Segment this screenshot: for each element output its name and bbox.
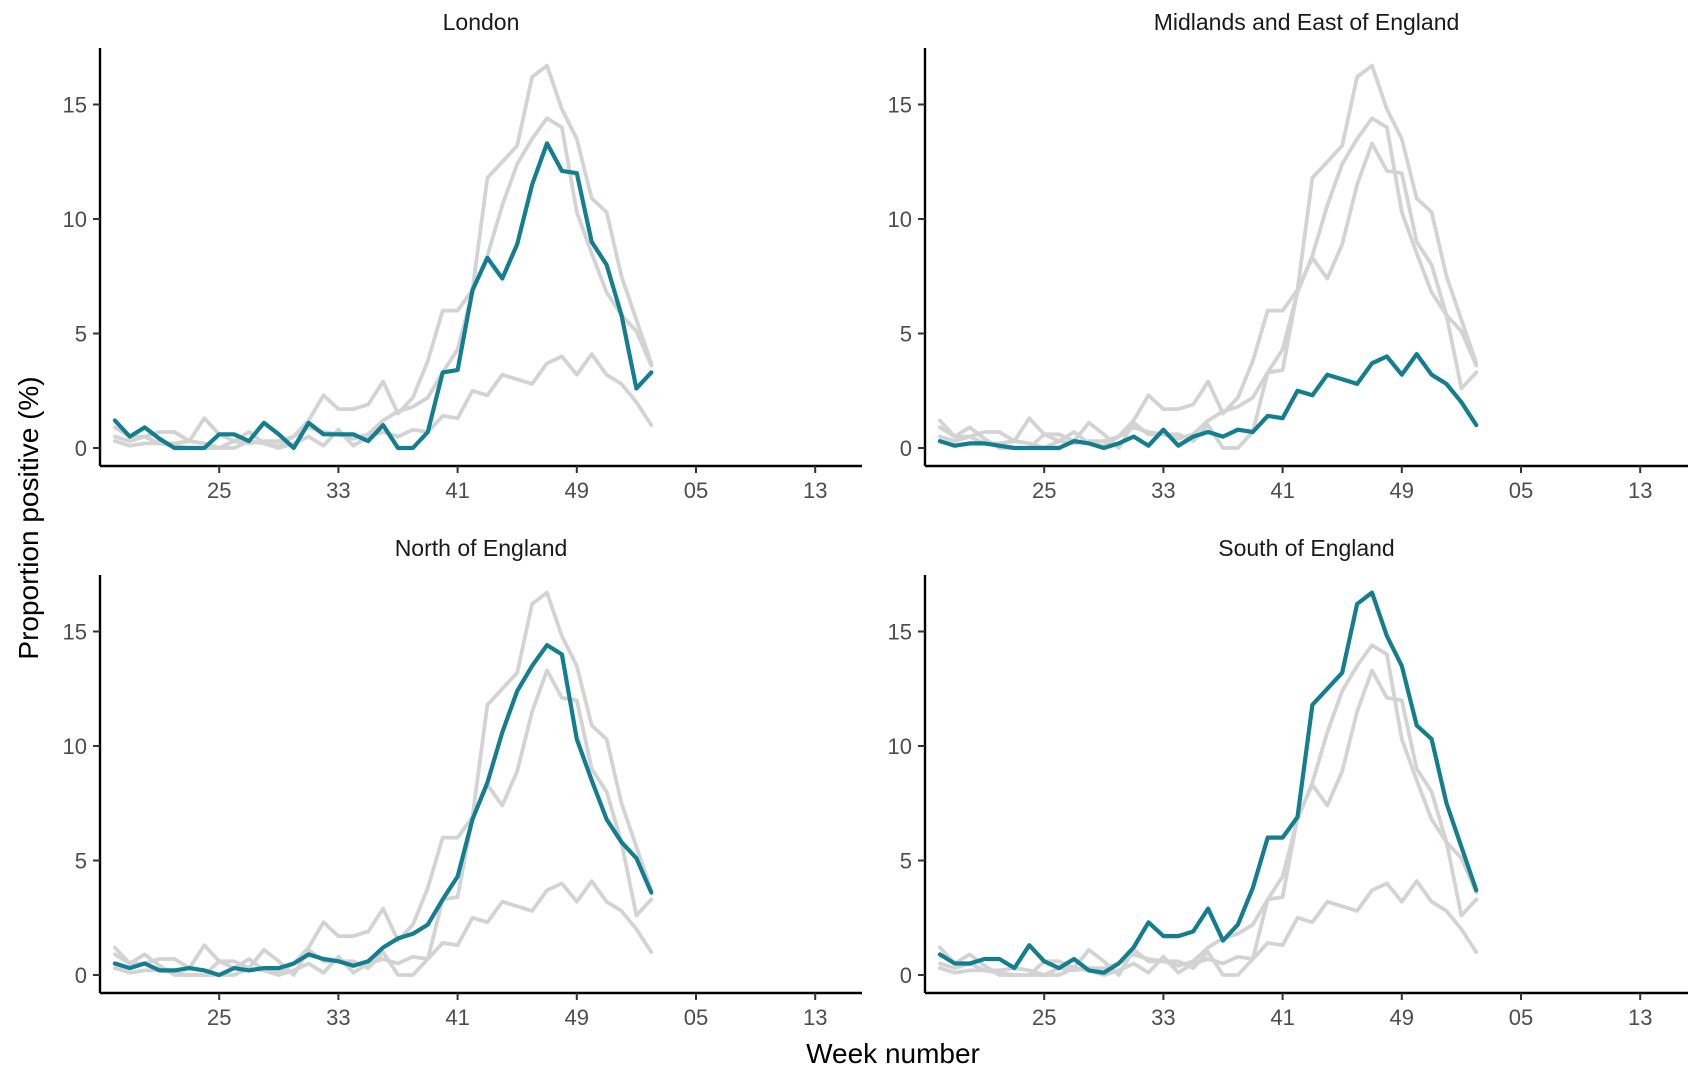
x-tick-label: 49: [1390, 1005, 1414, 1030]
highlight-series-line: [112, 141, 654, 451]
x-tick-label: 13: [1628, 478, 1652, 503]
panel-title: Midlands and East of England: [1154, 9, 1460, 35]
x-tick-label: 41: [1270, 1005, 1294, 1030]
x-tick-label: 33: [1151, 1005, 1175, 1030]
x-tick-label: 49: [1390, 478, 1414, 503]
highlight-series-line: [937, 590, 1479, 975]
y-tick-label: 15: [63, 93, 87, 118]
y-tick-label: 5: [900, 322, 912, 347]
panel-title: North of England: [395, 535, 568, 561]
x-axis-title: Week number: [806, 1038, 980, 1069]
x-tick-label: 05: [1509, 1005, 1533, 1030]
panel-title: South of England: [1218, 535, 1394, 561]
x-tick-label: 41: [445, 1005, 469, 1030]
x-tick-label: 41: [445, 478, 469, 503]
x-tick-label: 25: [1032, 1005, 1056, 1030]
x-tick-label: 05: [684, 1005, 708, 1030]
background-series-line: [113, 590, 654, 975]
background-series-line: [938, 643, 1479, 977]
background-series-line: [113, 116, 654, 450]
y-tick-label: 0: [75, 436, 87, 461]
x-tick-label: 33: [326, 478, 350, 503]
x-tick-label: 25: [207, 1005, 231, 1030]
background-series-line: [938, 116, 1479, 450]
y-tick-label: 0: [900, 436, 912, 461]
x-tick-label: 05: [684, 478, 708, 503]
y-tick-label: 10: [888, 207, 912, 232]
x-tick-label: 13: [803, 478, 827, 503]
y-tick-label: 0: [75, 963, 87, 988]
x-tick-label: 49: [565, 478, 589, 503]
y-tick-label: 10: [63, 734, 87, 759]
y-axis-title: Proportion positive (%): [13, 376, 44, 659]
x-tick-label: 25: [207, 478, 231, 503]
x-tick-label: 25: [1032, 478, 1056, 503]
y-tick-label: 0: [900, 963, 912, 988]
x-tick-label: 13: [1628, 1005, 1652, 1030]
y-tick-label: 15: [888, 93, 912, 118]
background-series-line: [938, 63, 1479, 448]
background-series-line: [113, 63, 654, 448]
x-tick-label: 33: [1151, 478, 1175, 503]
background-series-line: [938, 879, 1479, 977]
panel-title: London: [443, 9, 520, 35]
y-tick-label: 10: [63, 207, 87, 232]
x-tick-label: 49: [565, 1005, 589, 1030]
highlight-series-line: [937, 352, 1479, 451]
background-series-line: [113, 879, 654, 977]
y-tick-label: 10: [888, 734, 912, 759]
y-tick-label: 5: [75, 322, 87, 347]
x-tick-label: 41: [1270, 478, 1294, 503]
y-tick-label: 15: [888, 620, 912, 645]
x-tick-label: 33: [326, 1005, 350, 1030]
y-tick-label: 15: [63, 620, 87, 645]
y-tick-label: 5: [900, 849, 912, 874]
y-tick-label: 5: [75, 849, 87, 874]
x-tick-label: 05: [1509, 478, 1533, 503]
highlight-series-line: [112, 643, 654, 978]
x-tick-label: 13: [803, 1005, 827, 1030]
